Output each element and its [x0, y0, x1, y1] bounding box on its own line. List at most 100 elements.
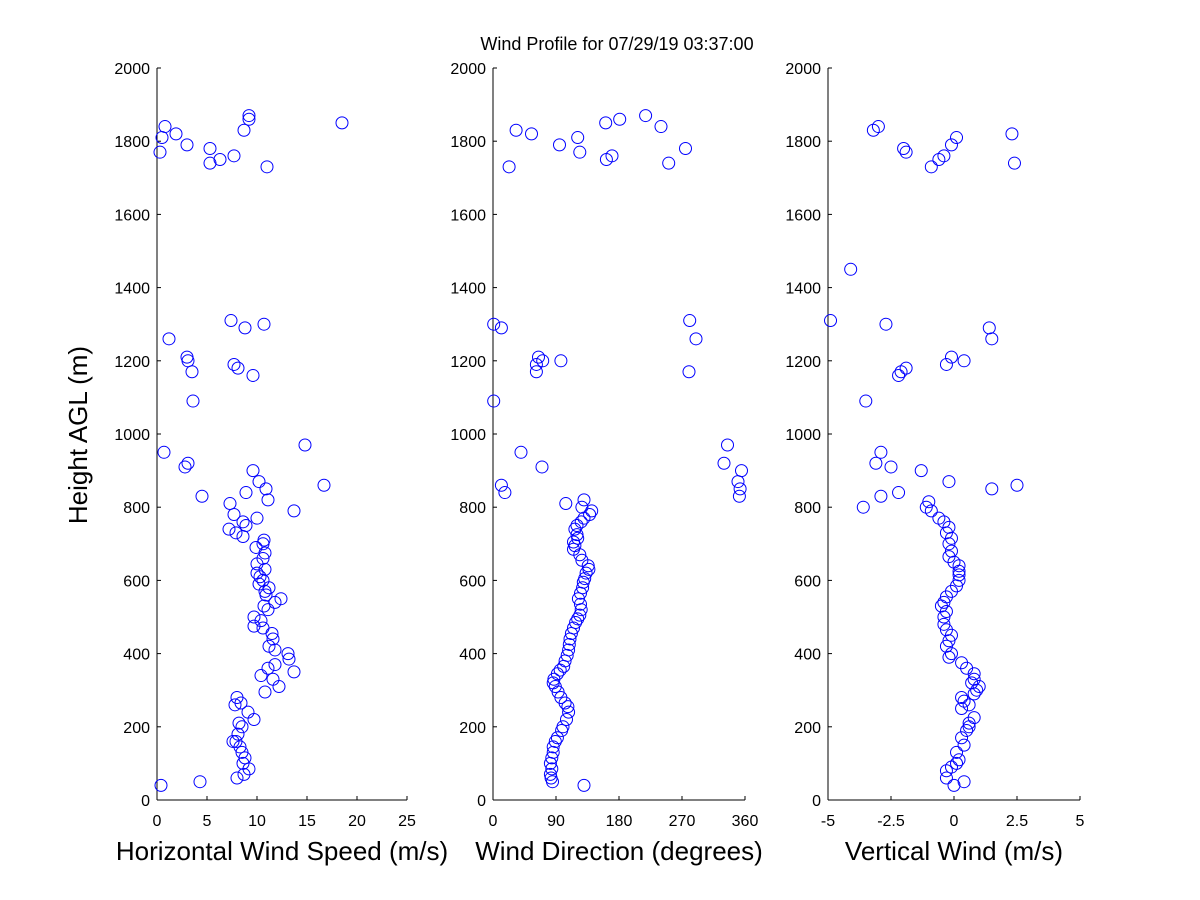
data-point [235, 720, 249, 734]
data-point [735, 464, 748, 478]
panel-2: 0 200 400 600 800 1000 1200 1400 1600 1800 2000 0 90… [450, 61, 762, 866]
panel-1: 0 200 400 600 800 1000 1200 1400 1600 1800 2000 0 5 1… [114, 61, 448, 866]
data-point [553, 138, 566, 152]
data-point [543, 767, 557, 781]
data-point [226, 734, 240, 748]
data-point [261, 603, 275, 617]
data-point [639, 109, 653, 123]
data-point [256, 551, 270, 565]
x-tick-label: 180 [606, 813, 633, 830]
data-point [1005, 127, 1019, 141]
y-tick-label: 400 [459, 647, 486, 664]
data-point [1007, 156, 1021, 170]
data-point [536, 354, 550, 368]
data-point [256, 573, 270, 587]
data-point [259, 482, 273, 496]
data-point [246, 464, 260, 478]
data-point [529, 357, 543, 371]
data-point [254, 669, 268, 683]
chart-title: Wind Profile for 07/29/19 03:37:00 [480, 34, 753, 54]
data-point [732, 489, 746, 503]
y-tick-label: 600 [794, 573, 821, 590]
data-point [231, 727, 245, 741]
data-point [274, 592, 288, 606]
data-point [892, 368, 906, 382]
y-tick-label: 1400 [450, 281, 486, 298]
data-point [571, 131, 585, 145]
data-point [899, 145, 913, 159]
data-point [937, 595, 951, 609]
data-point [252, 577, 266, 591]
data-point [944, 138, 958, 152]
data-point [942, 475, 956, 489]
data-point [162, 332, 176, 346]
data-point [298, 438, 312, 452]
data-point [583, 508, 597, 522]
data-point [241, 705, 255, 719]
data-point [535, 460, 549, 474]
data-point [577, 493, 591, 507]
data-point [950, 756, 964, 770]
data-point [871, 120, 885, 134]
data-point [509, 123, 523, 137]
data-point [944, 647, 958, 661]
data-point [157, 445, 171, 459]
data-point [939, 771, 953, 785]
y-tick-label: 800 [794, 500, 821, 517]
data-point [955, 656, 969, 670]
data-point [494, 321, 508, 335]
data-point [155, 131, 169, 145]
y-tick-label: 600 [123, 573, 150, 590]
data-point [253, 570, 267, 584]
data-point [955, 702, 969, 715]
data-point [556, 720, 570, 734]
data-point [957, 775, 971, 789]
data-point [570, 519, 584, 532]
data-point [317, 478, 331, 492]
data-point [256, 621, 270, 635]
data-point [553, 663, 567, 677]
data-point [919, 500, 933, 514]
x-axis-label: Wind Direction (degrees) [475, 836, 763, 866]
data-point [856, 500, 870, 514]
data-point [924, 160, 938, 174]
y-tick-label: 1600 [450, 207, 486, 224]
data-point [599, 116, 613, 130]
x-tick-label: 0 [489, 813, 498, 830]
data-point [230, 771, 244, 785]
data-point [950, 131, 964, 145]
data-point [229, 734, 243, 748]
data-point [236, 515, 250, 529]
x-axis-label: Horizontal Wind Speed (m/s) [116, 836, 448, 866]
y-tick-label: 0 [477, 793, 486, 810]
data-point [884, 460, 898, 474]
y-tick-label: 1800 [450, 134, 486, 151]
y-axis-label: Height AGL (m) [63, 346, 93, 524]
x-tick-label: -5 [821, 813, 835, 830]
data-point [937, 617, 951, 631]
data-point [967, 711, 981, 725]
data-point [335, 116, 349, 130]
y-tick-label: 1000 [785, 427, 821, 444]
data-point [955, 731, 969, 745]
data-point [236, 756, 250, 770]
data-point [654, 120, 668, 134]
data-point [260, 160, 274, 174]
y-tick-label: 0 [141, 793, 150, 810]
data-point [227, 508, 241, 522]
data-point [571, 612, 585, 626]
data-point [937, 149, 951, 163]
data-point [502, 160, 516, 174]
data-point [545, 762, 559, 776]
data-point [972, 680, 986, 694]
data-point [560, 648, 574, 662]
y-tick-label: 2000 [450, 61, 486, 78]
data-point [965, 676, 979, 690]
data-point [250, 511, 264, 525]
data-point [266, 672, 280, 686]
data-point [574, 515, 588, 529]
data-point [679, 142, 692, 156]
x-axis-label: Vertical Wind (m/s) [845, 836, 1063, 866]
data-point [682, 365, 696, 379]
